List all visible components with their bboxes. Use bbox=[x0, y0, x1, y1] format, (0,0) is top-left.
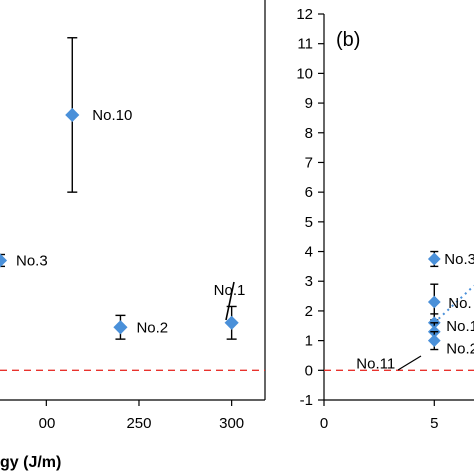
panel-b-y-tick-label: 12 bbox=[296, 6, 313, 23]
panel-b-points: No.3 No. No.1 No.2 No.11 bbox=[356, 250, 474, 373]
panel-b-y-tick-label: 8 bbox=[305, 125, 313, 142]
diamond-marker bbox=[224, 315, 239, 330]
panel-b-y-tick-label: 4 bbox=[305, 244, 313, 261]
panel-b-x-tick-label: 0 bbox=[320, 415, 328, 432]
diamond-marker bbox=[427, 334, 441, 347]
diamond-marker bbox=[0, 253, 8, 268]
point-label: No.1 bbox=[214, 282, 246, 299]
panel-b-y-tick-label: 3 bbox=[305, 273, 313, 290]
no11-callout-line bbox=[397, 355, 422, 371]
panel-a-x-tick-label: 250 bbox=[126, 415, 151, 432]
diamond-marker bbox=[113, 320, 128, 335]
point-label: No.10 bbox=[92, 107, 132, 124]
data-point: No.3 bbox=[427, 250, 474, 268]
point-label: No.2 bbox=[446, 341, 474, 358]
panel-b-y-tick-label: 0 bbox=[305, 362, 313, 379]
panel-b-x-tick-label: 5 bbox=[430, 415, 438, 432]
no1-callout-line bbox=[225, 281, 235, 321]
panel-b-label: (b) bbox=[336, 29, 360, 51]
point-label: No. bbox=[448, 295, 471, 312]
point-label: No.3 bbox=[444, 251, 474, 268]
diamond-marker bbox=[65, 107, 80, 123]
data-point: No.3 bbox=[0, 252, 48, 269]
point-label: No.1 bbox=[446, 318, 474, 335]
data-point: No.2 bbox=[113, 314, 168, 340]
panel-a-x-tick-labels: 00 250 300 bbox=[39, 400, 244, 432]
point-label: No.3 bbox=[16, 252, 48, 269]
diamond-marker bbox=[427, 252, 441, 266]
panel-a-points: No.10 No.3 No.2 No.1 bbox=[0, 37, 246, 340]
panel-a: 00 250 300 No.10 No.3 No.2 No.1 gy (J/m) bbox=[0, 0, 266, 471]
panel-a-x-tick-label: 00 bbox=[39, 415, 56, 432]
panel-b-y-tick-label: 9 bbox=[305, 95, 313, 112]
panel-b-y-tick-label: 5 bbox=[305, 214, 313, 231]
point-label: No.11 bbox=[356, 356, 395, 373]
point-label: No.2 bbox=[136, 319, 168, 336]
panel-b-y-tick-label: 11 bbox=[297, 36, 313, 53]
data-point: No.11 bbox=[356, 331, 441, 373]
panel-b-y-tick-label: -1 bbox=[300, 392, 313, 409]
panel-b-y-tick-label: 7 bbox=[305, 154, 313, 171]
panel-a-x-axis-label: gy (J/m) bbox=[0, 454, 61, 471]
data-point: No.2 bbox=[427, 322, 474, 358]
diamond-marker bbox=[427, 295, 441, 309]
data-point: No.1 bbox=[214, 282, 246, 340]
panel-b-y-tick-label: 1 bbox=[305, 333, 313, 350]
data-point: No.10 bbox=[65, 37, 132, 193]
panel-b-y-tick-label: 6 bbox=[305, 184, 313, 201]
panel-a-x-tick-label: 300 bbox=[219, 415, 244, 432]
panel-b-y-tick-label: 10 bbox=[296, 65, 313, 82]
panel-b-y-tick-label: 2 bbox=[305, 303, 313, 320]
